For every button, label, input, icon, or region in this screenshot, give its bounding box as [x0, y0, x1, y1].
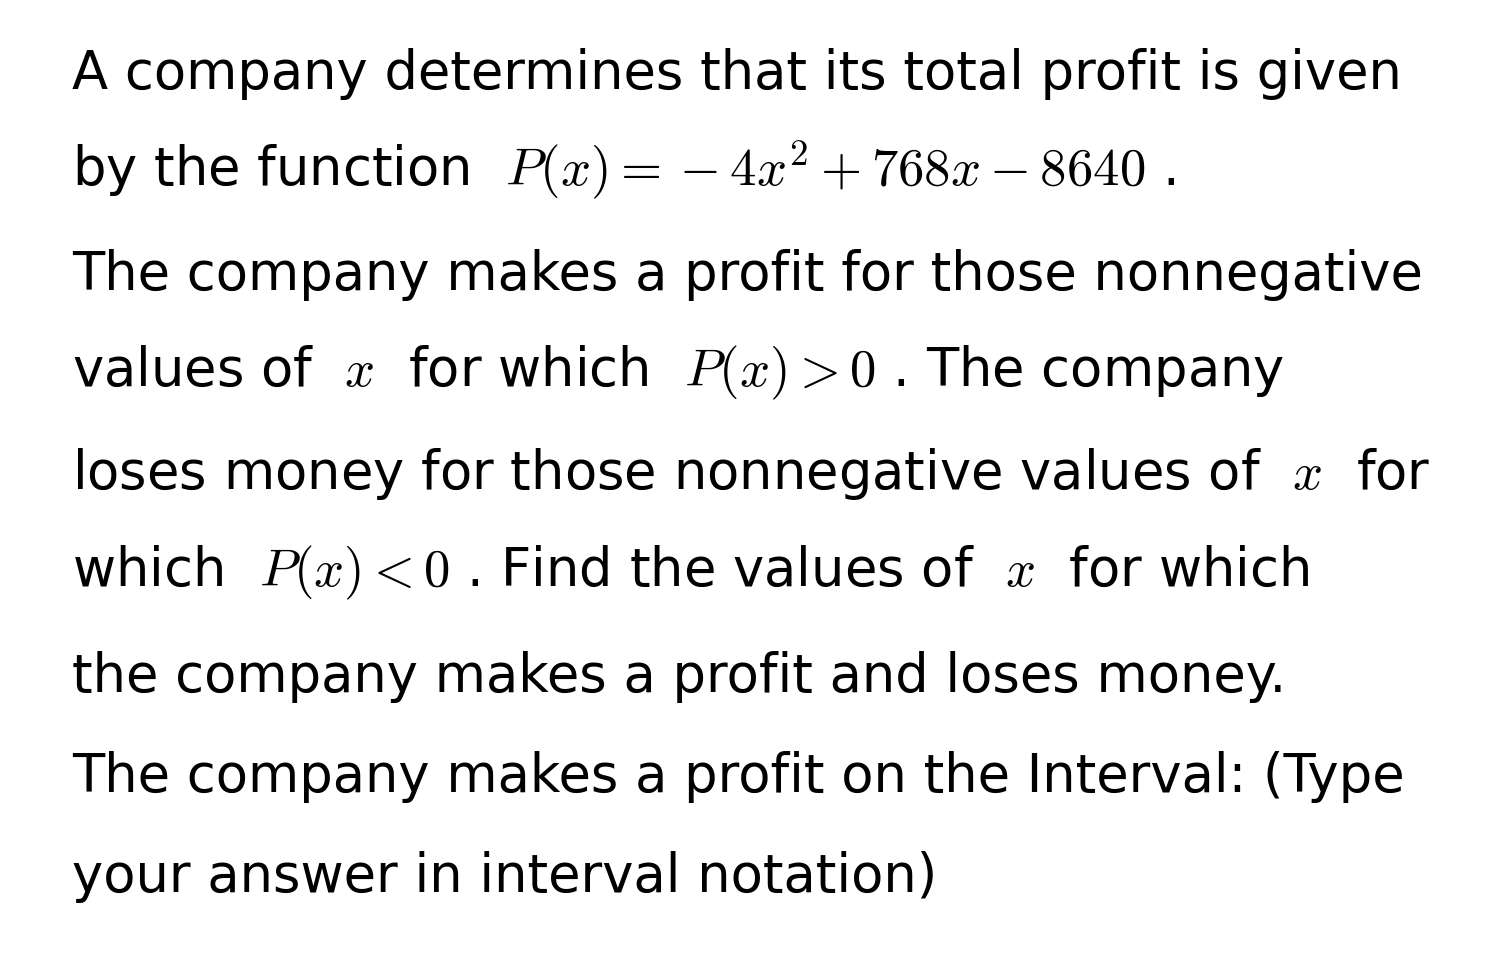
- Text: A company determines that its total profit is given: A company determines that its total prof…: [72, 49, 1402, 100]
- Text: by the function  $P(x) = -4x^2 + 768x - 8640$ .: by the function $P(x) = -4x^2 + 768x - 8…: [72, 139, 1174, 201]
- Text: the company makes a profit and loses money.: the company makes a profit and loses mon…: [72, 651, 1286, 703]
- Text: values of  $x$  for which  $P(x) > 0$ . The company: values of $x$ for which $P(x) > 0$ . The…: [72, 343, 1284, 402]
- Text: The company makes a profit for those nonnegative: The company makes a profit for those non…: [72, 250, 1423, 301]
- Text: which  $P(x) < 0$ . Find the values of  $x$  for which: which $P(x) < 0$ . Find the values of $x…: [72, 544, 1310, 602]
- Text: your answer in interval notation): your answer in interval notation): [72, 852, 937, 903]
- Text: loses money for those nonnegative values of  $x$  for: loses money for those nonnegative values…: [72, 445, 1431, 502]
- Text: The company makes a profit on the Interval: (Type: The company makes a profit on the Interv…: [72, 751, 1404, 803]
